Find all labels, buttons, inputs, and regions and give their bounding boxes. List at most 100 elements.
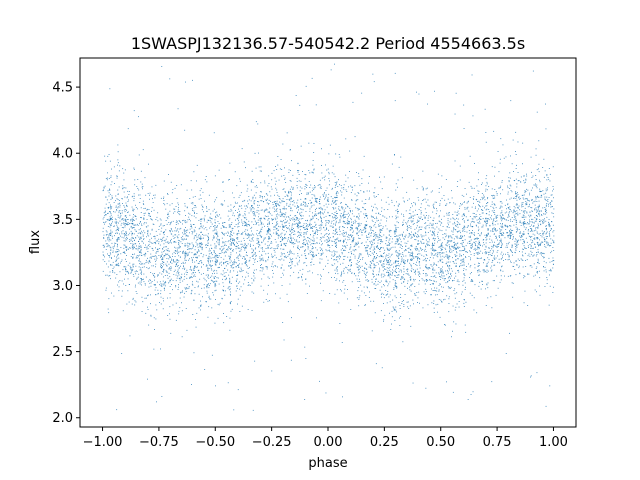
data-point xyxy=(423,214,425,216)
data-point xyxy=(283,175,285,176)
data-point xyxy=(311,239,313,241)
data-point xyxy=(117,227,119,229)
data-point xyxy=(456,214,458,216)
data-point xyxy=(256,230,258,231)
data-point xyxy=(510,228,512,230)
data-point xyxy=(533,225,535,227)
data-point xyxy=(395,243,397,245)
data-point xyxy=(460,236,462,237)
data-point xyxy=(183,250,184,252)
data-point xyxy=(214,272,215,274)
data-point xyxy=(472,220,473,222)
data-point xyxy=(459,246,461,248)
data-point xyxy=(438,246,440,248)
data-point xyxy=(316,207,317,209)
data-point xyxy=(157,220,159,222)
data-point xyxy=(312,164,314,166)
data-point xyxy=(542,252,543,254)
data-point xyxy=(117,144,119,146)
data-point xyxy=(478,263,480,264)
data-point xyxy=(252,258,254,259)
data-point xyxy=(305,203,307,205)
data-point xyxy=(173,261,175,263)
data-point xyxy=(337,191,338,193)
data-point xyxy=(185,230,186,232)
data-point xyxy=(464,235,465,237)
data-point xyxy=(216,272,218,274)
data-point xyxy=(289,214,291,216)
data-point xyxy=(466,207,468,209)
data-point xyxy=(305,358,307,359)
data-point xyxy=(232,242,234,244)
data-point xyxy=(180,227,182,229)
data-point xyxy=(538,270,540,272)
data-point xyxy=(237,233,238,234)
data-point xyxy=(120,253,122,255)
data-point xyxy=(190,180,192,182)
data-point xyxy=(192,256,194,258)
data-point xyxy=(463,254,464,256)
data-point xyxy=(188,248,190,249)
data-point xyxy=(304,229,306,230)
data-point xyxy=(514,180,516,182)
data-point xyxy=(396,201,397,203)
data-point xyxy=(314,200,316,202)
data-point xyxy=(409,305,411,307)
data-point xyxy=(502,226,504,227)
data-point xyxy=(361,290,363,292)
data-point xyxy=(335,185,337,187)
data-point xyxy=(229,329,231,331)
data-point xyxy=(379,229,381,231)
data-point xyxy=(391,316,393,318)
data-point xyxy=(213,276,215,278)
data-point xyxy=(345,246,346,248)
data-point xyxy=(118,257,120,259)
data-point xyxy=(285,225,287,226)
data-point xyxy=(426,215,427,216)
data-point xyxy=(148,324,150,326)
data-point xyxy=(342,226,344,228)
data-point xyxy=(185,238,187,240)
data-point xyxy=(355,263,357,265)
data-point xyxy=(432,276,434,278)
data-point xyxy=(387,270,389,272)
data-point xyxy=(118,286,120,288)
data-point xyxy=(195,326,197,328)
data-point xyxy=(168,174,169,175)
data-point xyxy=(309,220,311,222)
data-point xyxy=(212,273,213,275)
data-point xyxy=(401,301,403,302)
data-point xyxy=(133,244,135,246)
data-point xyxy=(131,223,133,225)
data-point xyxy=(500,247,501,248)
data-point xyxy=(215,280,217,282)
data-point xyxy=(447,242,449,243)
data-point xyxy=(266,229,268,231)
data-point xyxy=(336,266,338,268)
data-point xyxy=(516,183,518,185)
data-point xyxy=(305,223,307,225)
data-point xyxy=(499,158,501,160)
data-point xyxy=(140,279,142,281)
data-point xyxy=(307,240,309,242)
data-point xyxy=(413,223,415,224)
data-point xyxy=(159,248,161,249)
data-point xyxy=(177,270,179,272)
data-point xyxy=(518,267,520,269)
data-point xyxy=(237,265,238,266)
data-point xyxy=(314,210,316,212)
data-point xyxy=(531,207,533,209)
data-point xyxy=(352,231,354,233)
data-point xyxy=(227,215,229,217)
data-point xyxy=(196,213,198,214)
data-point xyxy=(371,245,373,247)
data-point xyxy=(311,243,313,244)
data-point xyxy=(249,239,251,241)
data-point xyxy=(111,168,112,170)
data-point xyxy=(307,237,309,239)
data-point xyxy=(549,231,550,233)
data-point xyxy=(440,268,442,270)
data-point xyxy=(220,253,222,254)
data-point xyxy=(538,140,540,142)
data-point xyxy=(366,235,367,237)
